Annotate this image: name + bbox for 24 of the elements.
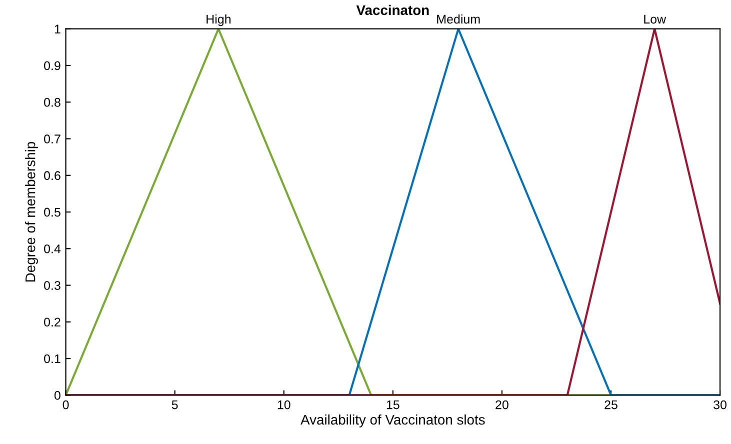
x-tick-label: 15 [386,400,400,410]
y-tick-label: 0.2 [44,318,60,327]
series-label: Low [644,14,666,24]
x-tick-label: 25 [604,400,618,410]
y-tick-label: 0.4 [44,244,61,254]
series-label: High [206,14,230,26]
y-tick-label: 0.6 [44,171,60,180]
y-tick-label: 0.5 [44,208,60,217]
y-tick-label: 0.9 [44,61,60,70]
x-tick-label: 20 [496,400,508,410]
x-axis-title: Availability of Vaccinaton slots [300,414,485,428]
y-tick-label: 0.1 [44,354,60,364]
y-tick-label: 0.3 [44,281,60,290]
y-tick-label: 0.7 [44,134,60,144]
x-tick-label: 30 [714,400,726,410]
x-tick-label: 0 [62,400,69,410]
y-tick-label: 0 [54,390,60,400]
chart-title: Vaccinaton [356,4,429,16]
series-label: Medium [437,14,480,24]
y-tick-label: 0.8 [44,98,60,107]
y-tick-label: 1 [54,24,60,34]
x-tick-label: 5 [172,400,178,410]
x-tick-label: 10 [278,400,290,410]
y-axis-title: Degree of membership [25,142,38,282]
